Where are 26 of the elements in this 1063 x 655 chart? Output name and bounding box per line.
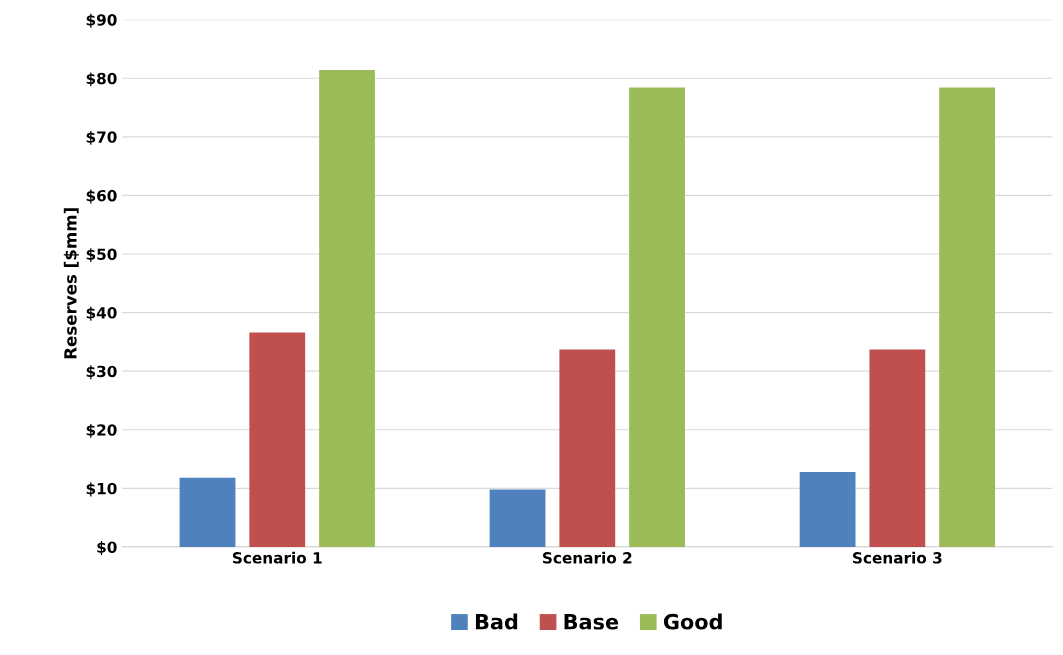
legend-label: Good: [663, 613, 722, 630]
bar: [799, 471, 856, 547]
y-tick-label: $0: [97, 541, 117, 555]
y-axis-title: Reserves [$mm]: [63, 208, 79, 359]
y-tick-label: $80: [86, 72, 117, 87]
x-tick-label: Scenario 1: [232, 551, 322, 564]
y-tick-label: $20: [86, 423, 117, 438]
y-tick-label: $40: [86, 306, 117, 321]
bar: [869, 349, 926, 547]
y-tick-label: $50: [86, 248, 117, 263]
bar: [249, 332, 306, 547]
y-tick-label: $30: [86, 365, 117, 380]
bar: [179, 477, 236, 547]
bar: [489, 489, 546, 547]
x-tick-label: Scenario 3: [853, 551, 942, 564]
legend-label: Bad: [475, 613, 518, 630]
bar: [559, 349, 616, 547]
bar: [939, 87, 996, 547]
bar: [629, 87, 685, 547]
y-tick-label: $90: [86, 13, 117, 28]
bar: [319, 70, 375, 547]
y-tick-label: $60: [86, 189, 117, 204]
y-tick-label: $10: [86, 482, 117, 497]
legend-label: Base: [564, 614, 619, 630]
x-tick-label: Scenario 2: [542, 551, 632, 564]
y-tick-label: $70: [86, 131, 117, 145]
